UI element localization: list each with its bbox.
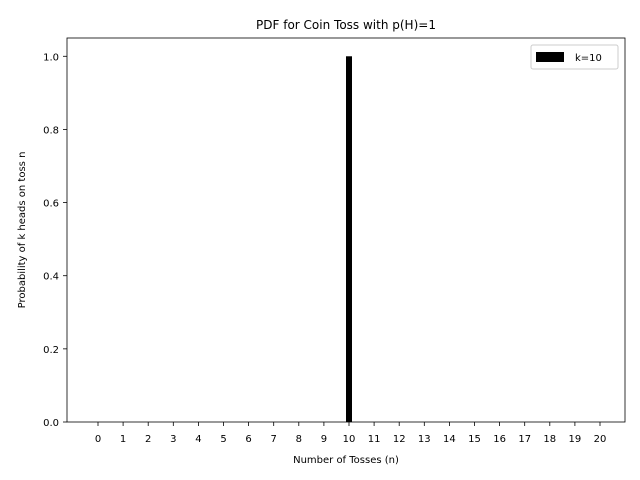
x-tick-label: 20 [594, 434, 607, 445]
x-tick-label: 4 [195, 434, 201, 445]
legend-swatch [536, 52, 564, 62]
y-axis-label: Probability of k heads on toss n [17, 152, 28, 309]
x-tick-label: 15 [468, 434, 481, 445]
y-axis-ticks: 0.0 0.2 0.4 0.6 0.8 1.0 [43, 52, 67, 429]
x-tick-label: 2 [145, 434, 151, 445]
legend: k=10 [530, 44, 619, 70]
bars-group [346, 56, 352, 423]
legend-label: k=10 [575, 53, 602, 64]
x-tick-label: 12 [393, 434, 406, 445]
x-tick-label: 8 [296, 434, 302, 445]
x-axis-ticks: 0 1 2 3 4 5 6 7 8 9 10 11 12 13 14 15 16 17 18 19 20 [95, 422, 607, 445]
y-tick-label: 0.2 [43, 345, 59, 356]
x-tick-label: 13 [418, 434, 431, 445]
y-tick-label: 0.0 [43, 418, 59, 429]
x-tick-label: 7 [271, 434, 277, 445]
x-tick-label: 3 [170, 434, 176, 445]
legend-box [530, 44, 619, 70]
x-tick-label: 17 [518, 434, 531, 445]
bar-n-10 [346, 56, 352, 423]
y-tick-label: 0.6 [43, 199, 59, 210]
x-tick-label: 9 [321, 434, 327, 445]
chart-title: PDF for Coin Toss with p(H)=1 [256, 18, 436, 32]
x-tick-label: 18 [543, 434, 556, 445]
plot-frame [66, 37, 626, 423]
x-tick-label: 1 [120, 434, 126, 445]
x-tick-label: 10 [343, 434, 356, 445]
y-tick-label: 1.0 [43, 52, 59, 63]
x-tick-label: 19 [569, 434, 582, 445]
y-tick-label: 0.4 [43, 272, 59, 283]
x-tick-label: 6 [245, 434, 251, 445]
x-tick-label: 16 [493, 434, 506, 445]
x-axis-label: Number of Tosses (n) [293, 455, 399, 466]
x-tick-label: 5 [220, 434, 226, 445]
x-tick-label: 14 [443, 434, 456, 445]
x-tick-label: 0 [95, 434, 101, 445]
y-tick-label: 0.8 [43, 125, 59, 136]
x-tick-label: 11 [368, 434, 381, 445]
